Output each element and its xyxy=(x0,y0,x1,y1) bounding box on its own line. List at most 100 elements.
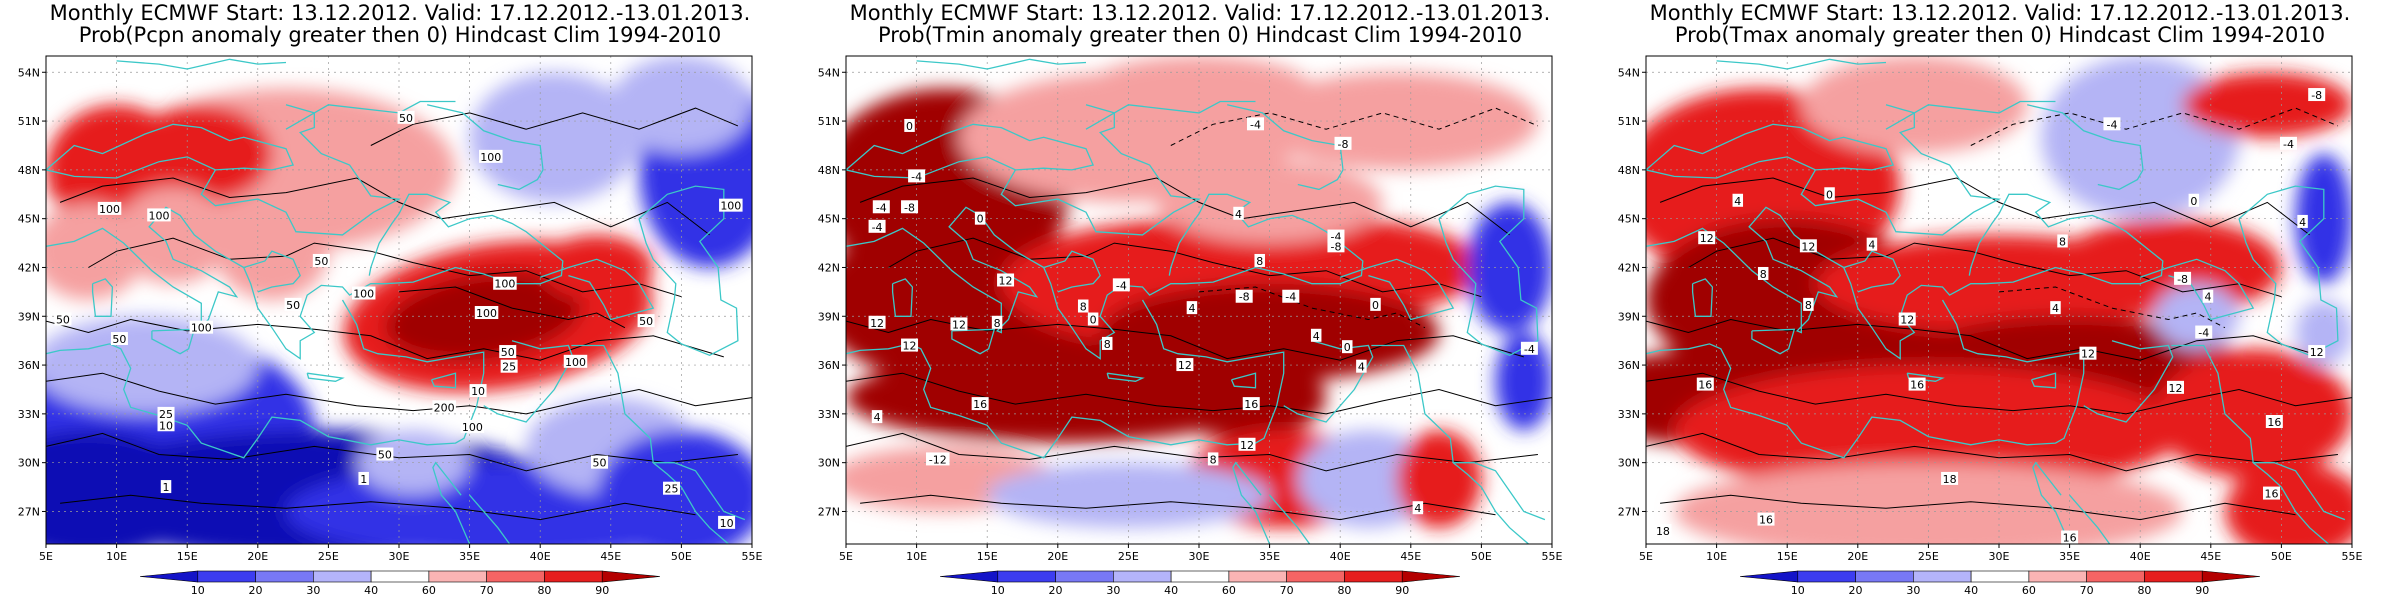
contour-label-bg xyxy=(901,338,919,352)
lat-tick-label: 30N xyxy=(818,457,840,470)
colorbar-segment xyxy=(1401,570,1461,583)
contour-label-bg xyxy=(991,315,1003,329)
coastline xyxy=(1371,344,1454,463)
colorbar-label: 30 xyxy=(1106,584,1120,597)
colorbar-label: 10 xyxy=(191,584,205,597)
lat-tick-label: 48N xyxy=(18,164,40,177)
lon-tick-label: 10E xyxy=(106,550,127,563)
coastline xyxy=(46,123,295,179)
colorbar-label: 30 xyxy=(1906,584,1920,597)
lon-tick-label: 25E xyxy=(1918,550,1939,563)
coastline xyxy=(432,461,471,544)
colorbar-segment xyxy=(1170,570,1230,583)
colorbar-label: 60 xyxy=(422,584,436,597)
contour-label: 8 xyxy=(1210,453,1217,466)
contour-label: 16 xyxy=(973,398,987,411)
contour-label-bg xyxy=(1238,437,1256,451)
contour-label: 100 xyxy=(480,151,501,164)
colorbar-label: 40 xyxy=(1164,584,1178,597)
contour-label-bg xyxy=(1520,341,1538,355)
coastline xyxy=(1691,278,1714,317)
lat-tick-label: 45N xyxy=(1618,213,1640,226)
contour-label: 50 xyxy=(112,333,126,346)
colorbar-segment xyxy=(2201,570,2261,583)
contour-label: 0 xyxy=(2190,195,2197,208)
contour-label: 4 xyxy=(1868,239,1875,252)
contour-label: 4 xyxy=(1235,208,1242,221)
colorbar-segment xyxy=(197,570,256,583)
lon-tick-label: 5E xyxy=(39,550,53,563)
contour-label-bg xyxy=(157,406,175,420)
contour-label: 0 xyxy=(1826,188,1833,201)
contour-label-bg xyxy=(2061,530,2079,544)
colorbar-segment xyxy=(1286,570,1345,583)
contour-label-bg xyxy=(1696,377,1714,391)
contour-label: 8 xyxy=(1760,268,1767,281)
contour-label: 100 xyxy=(148,209,169,222)
contour-label: 100 xyxy=(565,356,586,369)
probability-area xyxy=(2182,72,2352,138)
panel-tmin: Monthly ECMWF Start: 13.12.2012. Valid: … xyxy=(800,0,1600,600)
colorbar-label: 70 xyxy=(2080,584,2094,597)
colorbar-label: 80 xyxy=(1337,584,1351,597)
colorbar-label: 90 xyxy=(2195,584,2209,597)
contour-label-bg xyxy=(871,410,883,424)
lon-tick-label: 55E xyxy=(2342,550,2363,563)
contour-label-bg xyxy=(926,452,950,466)
contour-label-bg xyxy=(1342,340,1353,354)
colorbar-segment xyxy=(1970,570,2030,583)
contour-label-bg xyxy=(1176,358,1194,372)
colorbar-label: 90 xyxy=(595,584,609,597)
colorbar-segment xyxy=(1228,570,1287,583)
lon-tick-label: 20E xyxy=(1047,550,1068,563)
lon-tick-label: 35E xyxy=(2059,550,2080,563)
coastline xyxy=(1339,258,1455,321)
lat-tick-label: 39N xyxy=(18,310,40,323)
contour-label-bg xyxy=(500,359,518,373)
lon-tick-label: 50E xyxy=(1471,550,1492,563)
lat-tick-label: 42N xyxy=(818,261,840,274)
coastline xyxy=(1043,250,1101,293)
colorbar-label: 90 xyxy=(1395,584,1409,597)
lon-tick-label: 35E xyxy=(1259,550,1280,563)
panel-title-line1: Monthly ECMWF Start: 13.12.2012. Valid: … xyxy=(849,1,1551,25)
contour-label-bg xyxy=(872,200,890,214)
colorbar-label: 20 xyxy=(1849,584,1863,597)
panel-pcpn: Monthly ECMWF Start: 13.12.2012. Valid: … xyxy=(0,0,800,600)
contour-line xyxy=(846,372,1552,415)
colorbar-segment xyxy=(1344,570,1403,583)
contour-line xyxy=(1170,107,1539,146)
contour-line xyxy=(1646,432,2338,472)
coastline xyxy=(1453,462,1546,521)
colorbar-label: 10 xyxy=(991,584,1005,597)
contour-label-bg xyxy=(1087,312,1099,326)
lat-tick-label: 33N xyxy=(1618,408,1640,421)
contour-label: 100 xyxy=(494,278,515,291)
lon-tick-label: 45E xyxy=(2200,550,2221,563)
contour-label-bg xyxy=(2195,325,2213,339)
coastline xyxy=(200,104,402,236)
contour-label: 25 xyxy=(502,361,516,374)
coastline xyxy=(46,193,564,360)
colorbar-label: 70 xyxy=(480,584,494,597)
contour-label: 4 xyxy=(2299,216,2306,229)
contour-label: 10 xyxy=(471,385,485,398)
contour-label-bg xyxy=(997,273,1015,287)
colorbar-segment xyxy=(939,570,999,583)
contour-label: -8 xyxy=(2311,89,2322,102)
contour-label: 50 xyxy=(501,346,515,359)
probability-area xyxy=(116,186,230,284)
contour-label-bg xyxy=(157,418,175,432)
contour-label: -4 xyxy=(911,170,922,183)
contour-label: 50 xyxy=(56,314,70,327)
contour-line xyxy=(1688,237,2282,298)
contour-label: -8 xyxy=(904,201,915,214)
probability-area xyxy=(1156,161,1383,244)
lon-tick-label: 40E xyxy=(2130,550,2151,563)
contour-label: 16 xyxy=(2063,531,2077,544)
lon-tick-label: 50E xyxy=(671,550,692,563)
contour-label: 50 xyxy=(286,299,300,312)
colorbar-label: 80 xyxy=(537,584,551,597)
contour-label-bg xyxy=(312,253,330,267)
